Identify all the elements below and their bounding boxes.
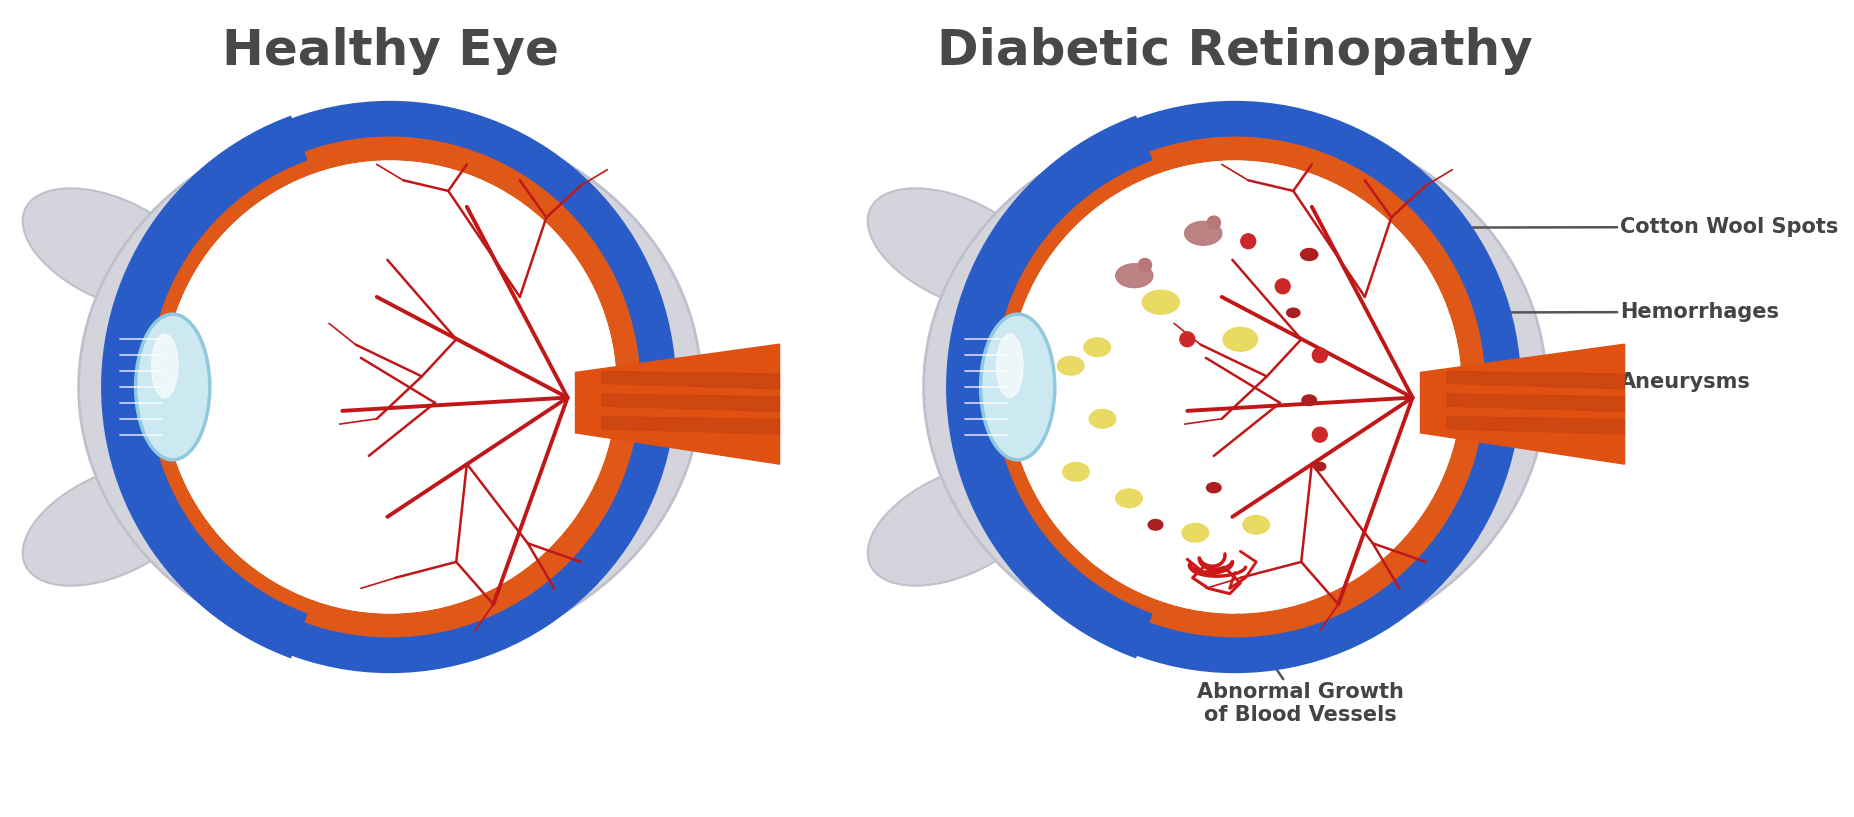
Circle shape xyxy=(1313,348,1327,363)
Circle shape xyxy=(124,122,654,652)
Ellipse shape xyxy=(1085,338,1111,356)
Ellipse shape xyxy=(1148,520,1162,530)
Ellipse shape xyxy=(1224,328,1257,351)
Circle shape xyxy=(1276,279,1290,294)
Polygon shape xyxy=(1446,372,1624,389)
Ellipse shape xyxy=(1062,462,1090,481)
Ellipse shape xyxy=(22,188,200,310)
Ellipse shape xyxy=(1142,290,1179,314)
Ellipse shape xyxy=(152,334,178,398)
Circle shape xyxy=(163,160,617,614)
Ellipse shape xyxy=(923,115,1546,659)
Text: Aneurysms: Aneurysms xyxy=(1320,355,1750,392)
Ellipse shape xyxy=(111,136,667,639)
Ellipse shape xyxy=(996,334,1023,398)
Ellipse shape xyxy=(868,188,1046,310)
Circle shape xyxy=(1240,234,1255,248)
Text: Healthy Eye: Healthy Eye xyxy=(222,27,558,75)
Polygon shape xyxy=(575,344,779,464)
Polygon shape xyxy=(1420,344,1624,464)
Ellipse shape xyxy=(1314,462,1326,471)
Polygon shape xyxy=(603,372,779,389)
Text: Diabetic Retinopathy: Diabetic Retinopathy xyxy=(936,27,1533,75)
Ellipse shape xyxy=(1185,221,1222,245)
Ellipse shape xyxy=(1242,516,1270,534)
Ellipse shape xyxy=(1057,356,1085,375)
Ellipse shape xyxy=(981,314,1055,460)
Ellipse shape xyxy=(1287,308,1300,318)
Ellipse shape xyxy=(868,464,1046,586)
Ellipse shape xyxy=(1116,489,1142,507)
Ellipse shape xyxy=(1207,483,1222,493)
Ellipse shape xyxy=(1116,264,1153,288)
Ellipse shape xyxy=(78,115,701,659)
Text: Cotton Wool Spots: Cotton Wool Spots xyxy=(1248,217,1839,237)
Polygon shape xyxy=(1446,394,1624,412)
Circle shape xyxy=(970,122,1500,652)
Circle shape xyxy=(1138,258,1151,272)
Ellipse shape xyxy=(1090,409,1116,428)
Ellipse shape xyxy=(135,314,210,460)
Circle shape xyxy=(1207,216,1220,230)
Polygon shape xyxy=(603,394,779,412)
Circle shape xyxy=(1313,427,1327,442)
Ellipse shape xyxy=(1302,248,1318,261)
Circle shape xyxy=(1179,332,1194,346)
Ellipse shape xyxy=(1183,524,1209,542)
Circle shape xyxy=(1009,160,1461,614)
Ellipse shape xyxy=(22,464,200,586)
Ellipse shape xyxy=(1302,395,1316,405)
Polygon shape xyxy=(603,417,779,434)
Polygon shape xyxy=(1446,417,1624,434)
Text: Hemorrhages: Hemorrhages xyxy=(1314,302,1780,322)
Ellipse shape xyxy=(957,136,1513,639)
Text: Abnormal Growth
of Blood Vessels: Abnormal Growth of Blood Vessels xyxy=(1196,578,1403,725)
